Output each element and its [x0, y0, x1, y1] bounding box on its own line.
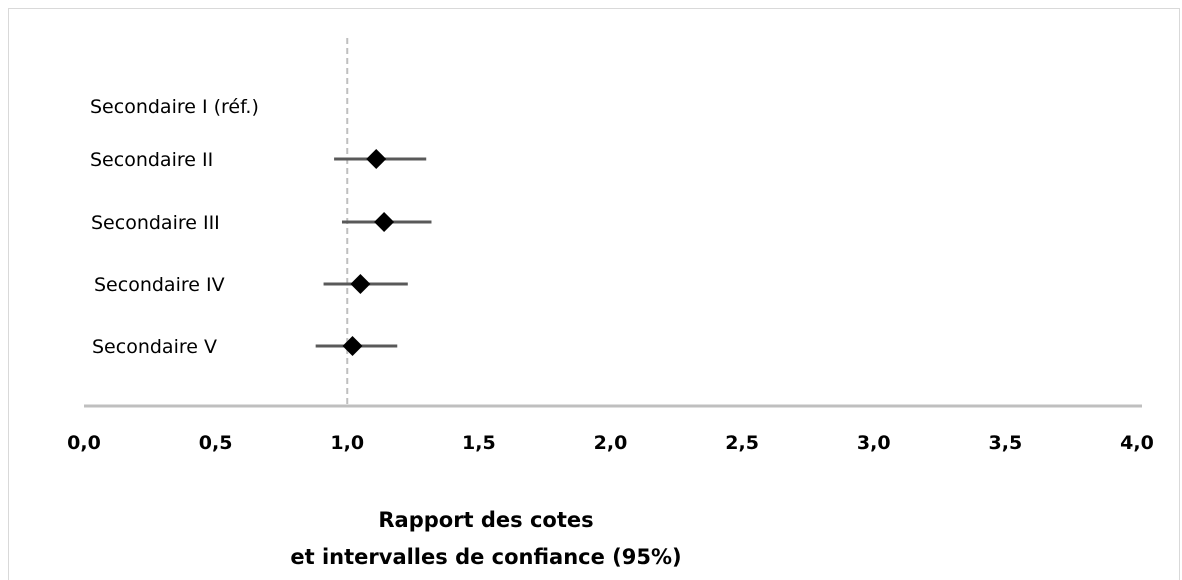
x-tick-label: 1,0: [330, 432, 364, 454]
category-label: Secondaire IV: [94, 274, 225, 296]
x-tick-label: 2,5: [725, 432, 759, 454]
x-tick-label: 3,5: [989, 432, 1023, 454]
category-label: Secondaire I (réf.): [90, 96, 259, 118]
category-label: Secondaire III: [91, 212, 220, 234]
estimate-marker: [342, 336, 363, 356]
x-tick-label: 2,0: [594, 432, 628, 454]
category-label: Secondaire II: [90, 149, 213, 171]
category-label: Secondaire V: [92, 336, 217, 358]
x-tick-label: 1,5: [462, 432, 496, 454]
estimate-marker: [350, 274, 371, 294]
x-tick-label: 0,0: [67, 432, 101, 454]
x-tick-label: 4,0: [1120, 432, 1154, 454]
estimate-marker: [366, 149, 387, 169]
x-tick-label: 0,5: [199, 432, 233, 454]
estimate-marker: [374, 212, 395, 232]
chart-frame: [8, 8, 1180, 580]
x-tick-label: 3,0: [857, 432, 891, 454]
x-axis-title-line-2: et intervalles de confiance (95%): [290, 545, 681, 569]
x-axis-title-line-1: Rapport des cotes: [378, 508, 593, 532]
